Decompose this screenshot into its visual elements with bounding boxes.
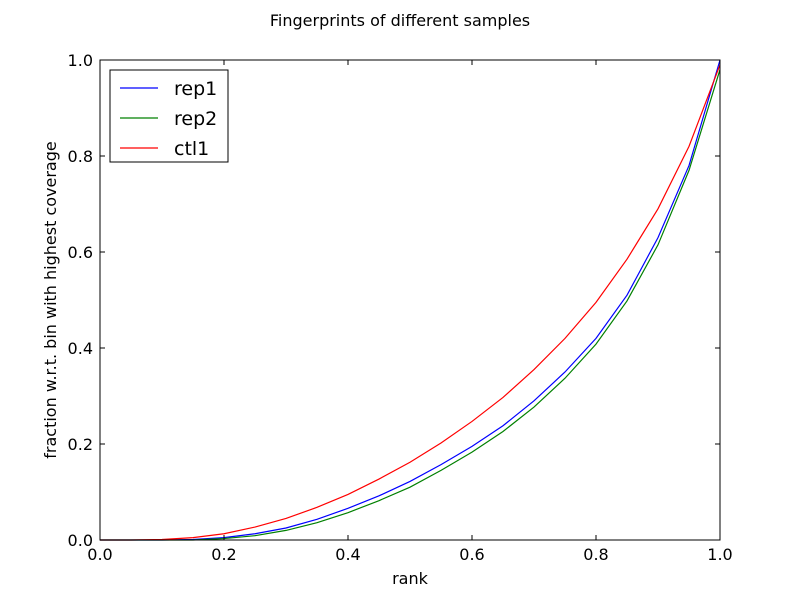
y-tick-label: 0.4 — [68, 339, 93, 358]
legend: rep1 rep2 ctl1 — [109, 69, 229, 163]
x-axis-label: rank — [392, 569, 429, 588]
y-tick-label: 0.6 — [68, 243, 93, 262]
y-tick-label: 1.0 — [68, 51, 93, 70]
y-axis-ticks: 0.0 0.2 0.4 0.6 0.8 1.0 — [68, 51, 720, 550]
x-tick-label: 0.8 — [583, 545, 608, 564]
x-tick-label: 1.0 — [707, 545, 732, 564]
y-axis-label: fraction w.r.t. bin with highest coverag… — [41, 141, 60, 458]
legend-label-rep1: rep1 — [174, 78, 217, 100]
x-tick-label: 0.2 — [211, 545, 236, 564]
series-line-rep1 — [100, 59, 721, 541]
y-tick-label: 0.8 — [68, 147, 93, 166]
chart-title: Fingerprints of different samples — [270, 11, 530, 30]
series-line-ctl1 — [100, 64, 721, 541]
x-tick-label: 0.4 — [335, 545, 360, 564]
legend-label-ctl1: ctl1 — [174, 138, 209, 160]
y-tick-label: 0.2 — [68, 435, 93, 454]
x-axis-ticks: 0.0 0.2 0.4 0.6 0.8 1.0 — [87, 60, 733, 564]
legend-box — [109, 69, 229, 163]
x-tick-label: 0.0 — [87, 545, 112, 564]
legend-label-rep2: rep2 — [174, 108, 217, 130]
x-tick-label: 0.6 — [459, 545, 484, 564]
y-tick-label: 0.0 — [68, 531, 93, 550]
plot-frame — [99, 59, 721, 541]
